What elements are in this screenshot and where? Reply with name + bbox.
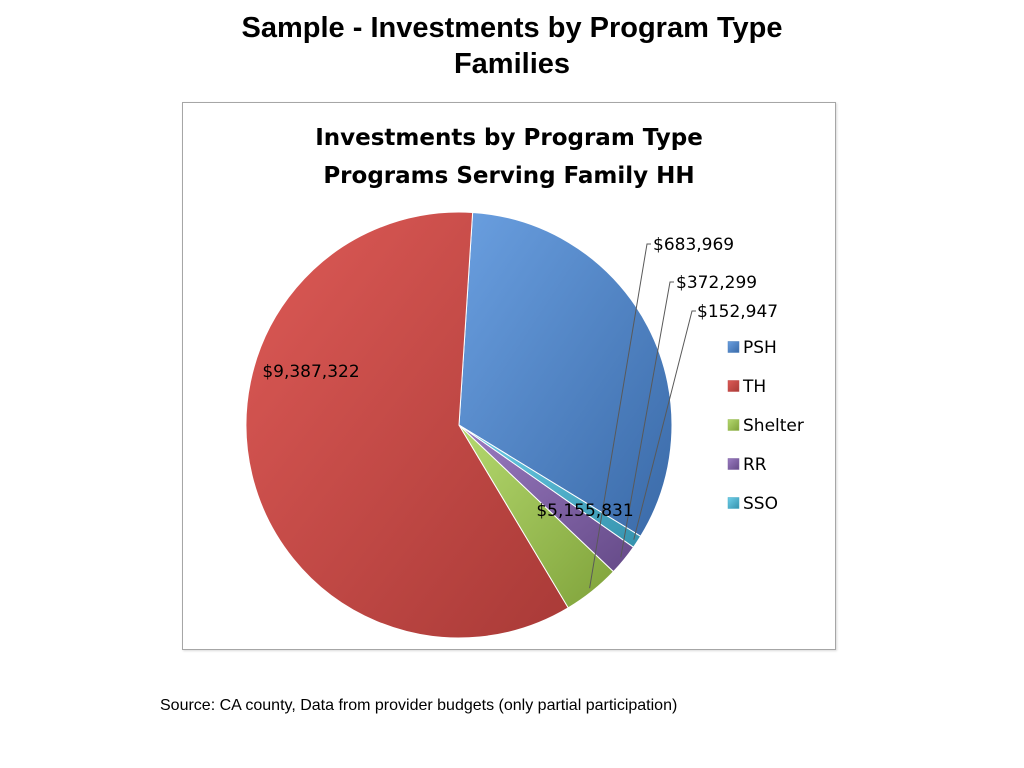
legend-swatch-psh bbox=[727, 341, 740, 353]
chart-title-line-2: Programs Serving Family HH bbox=[323, 163, 694, 189]
legend-label-th: TH bbox=[742, 377, 766, 397]
legend-item-shelter: Shelter bbox=[727, 416, 804, 436]
legend-label-rr: RR bbox=[743, 455, 767, 475]
legend-label-sso: SSO bbox=[743, 494, 778, 514]
data-label-psh: $5,155,831 bbox=[536, 501, 633, 521]
slide-title: Sample - Investments by Program Type Fam… bbox=[0, 10, 1024, 82]
legend-item-th: TH bbox=[727, 377, 766, 397]
legend-swatch-th bbox=[727, 380, 740, 392]
legend-item-rr: RR bbox=[727, 455, 767, 475]
leader-line-sso bbox=[633, 310, 696, 540]
data-label-sso: $152,947 bbox=[697, 302, 778, 322]
legend-item-sso: SSO bbox=[727, 494, 778, 514]
pie-slice-sso bbox=[458, 424, 642, 548]
legend-swatch-rr bbox=[727, 458, 740, 470]
chart-frame: Investments by Program Type Programs Ser… bbox=[182, 102, 836, 650]
legend-label-psh: PSH bbox=[743, 338, 777, 358]
slide-title-line-1: Sample - Investments by Program Type bbox=[241, 12, 783, 44]
pie-chart: Investments by Program Type Programs Ser… bbox=[245, 125, 804, 639]
slide-title-line-2: Families bbox=[453, 48, 571, 80]
legend-swatch-shelter bbox=[727, 419, 740, 431]
legend-item-psh: PSH bbox=[727, 338, 777, 358]
leader-line-shelter bbox=[589, 243, 651, 589]
chart-title-line-1: Investments by Program Type bbox=[315, 125, 703, 151]
legend-swatch-sso bbox=[727, 497, 740, 509]
data-label-rr: $372,299 bbox=[676, 273, 757, 293]
data-label-th: $9,387,322 bbox=[262, 362, 359, 382]
legend-label-shelter: Shelter bbox=[743, 416, 804, 436]
pie-slice-th bbox=[245, 211, 569, 639]
leader-line-rr bbox=[620, 281, 674, 558]
data-label-shelter: $683,969 bbox=[653, 235, 734, 255]
source-note: Source: CA county, Data from provider bu… bbox=[160, 697, 678, 714]
pie-slice-psh bbox=[458, 211, 673, 537]
